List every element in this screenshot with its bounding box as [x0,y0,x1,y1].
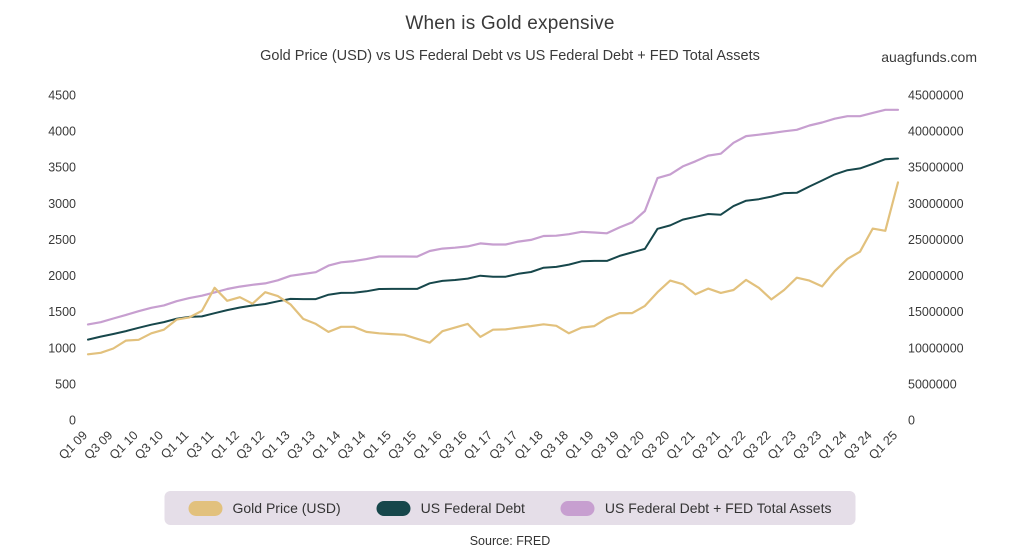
gold-price-swatch-icon [188,500,223,516]
legend-item-us-federal-debt: US Federal Debt [376,500,525,516]
right-axis-tick-label: 5000000 [908,377,957,391]
us-federal-debt-plus-fed-assets-line [86,108,900,326]
left-axis-tick-label: 1000 [48,341,76,355]
right-axis-tick-label: 45000000 [908,89,964,103]
x-axis-tick-label: Q1 25 [866,428,900,462]
right-axis-tick-label: 25000000 [908,233,964,247]
right-axis-tick-label: 0 [908,414,915,428]
right-axis-tick-label: 30000000 [908,197,964,211]
right-axis-tick-label: 35000000 [908,161,964,175]
left-axis-tick-label: 2000 [48,269,76,283]
left-axis-tick-label: 2500 [48,233,76,247]
right-axis-tick-label: 10000000 [908,341,964,355]
legend-label-gold-price: Gold Price (USD) [232,500,341,516]
left-axis-tick-label: 4000 [48,125,76,139]
us-federal-debt-swatch-icon [376,500,411,516]
legend-label-debt-plus-fed: US Federal Debt + FED Total Assets [604,500,832,516]
left-axis-tick-label: 1500 [48,305,76,319]
left-axis-tick-label: 3000 [48,197,76,211]
left-axis-tick-label: 500 [55,377,76,391]
subtitle-row: Gold Price (USD) vs US Federal Debt vs U… [0,48,1020,66]
x-axis-tick-label: Q3 10 [132,428,166,462]
legend-label-us-federal-debt: US Federal Debt [420,500,525,516]
chart-legend: Gold Price (USD) US Federal Debt US Fede… [164,491,856,525]
left-axis-tick-label: 4500 [48,89,76,103]
left-axis-tick-label: 3500 [48,161,76,175]
chart-area: 0 500 1000 1500 2000 2500 3000 3500 4000 4500 0 500… [0,78,1020,486]
us-federal-debt-line [87,157,899,341]
right-axis-tick-label: 40000000 [908,125,964,139]
page-title: When is Gold expensive [405,13,615,34]
right-axis-tick-label: 20000000 [908,269,964,283]
legend-item-debt-plus-fed: US Federal Debt + FED Total Assets [560,500,832,516]
x-axis-tick-label: Q1 11 [158,428,191,461]
gold-price-line [86,181,900,356]
debt-plus-fed-swatch-icon [560,500,595,516]
left-axis-tick-label: 0 [69,414,76,428]
chart-canvas: 0 500 1000 1500 2000 2500 3000 3500 4000 4500 0 500… [48,89,964,463]
right-axis-tick-label: 15000000 [908,305,964,319]
source-note: Source: FRED [469,534,551,548]
chart-subtitle: Gold Price (USD) vs US Federal Debt vs U… [260,48,760,64]
watermark: auagfunds.com [881,49,977,65]
legend-item-gold-price: Gold Price (USD) [188,500,341,516]
